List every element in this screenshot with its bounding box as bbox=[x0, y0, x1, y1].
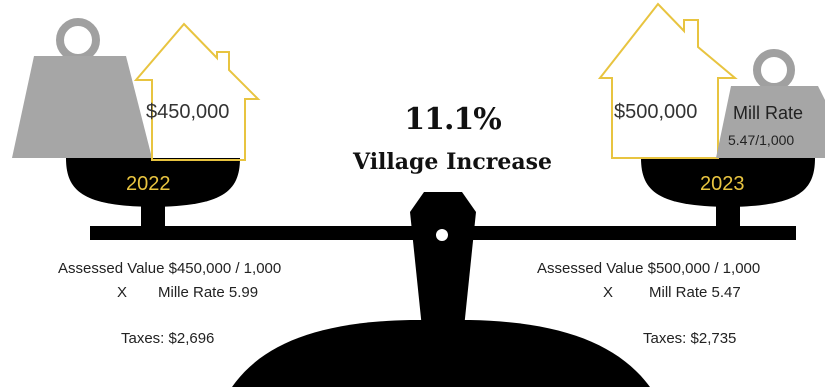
right-weight-label: Mill Rate bbox=[733, 103, 804, 123]
right-weight-value: 5.47/1,000 bbox=[728, 132, 795, 148]
scale-base bbox=[232, 320, 650, 387]
right-mill-rate: Mill Rate 5.47 bbox=[649, 284, 741, 301]
right-scale-pan bbox=[641, 158, 815, 207]
increase-percent: 11.1% bbox=[404, 102, 502, 137]
left-assessed-value: Assessed Value $450,000 / 1,000 bbox=[58, 260, 282, 277]
right-assessed-value: Assessed Value $500,000 / 1,000 bbox=[537, 260, 761, 277]
right-house-value: $500,000 bbox=[614, 101, 698, 123]
left-house-outline bbox=[133, 22, 261, 161]
right-weight-icon bbox=[716, 86, 825, 158]
left-weight-icon bbox=[12, 56, 152, 158]
left-year-label: 2022 bbox=[126, 173, 171, 195]
right-multiply-sign: X bbox=[603, 284, 614, 301]
increase-caption: Village Increase bbox=[353, 149, 552, 175]
right-weight-ring bbox=[753, 49, 795, 91]
left-multiply-sign: X bbox=[117, 284, 128, 301]
left-mill-rate: Mille Rate 5.99 bbox=[158, 284, 259, 301]
left-taxes: Taxes: $2,696 bbox=[121, 330, 215, 347]
right-pan-stem bbox=[716, 205, 740, 229]
left-weight-ring bbox=[56, 18, 100, 62]
right-house-outline bbox=[597, 2, 738, 159]
scale-pivot bbox=[436, 229, 448, 241]
left-pan-stem bbox=[141, 205, 165, 229]
scale-pillar bbox=[410, 192, 476, 328]
right-year-label: 2023 bbox=[700, 173, 745, 195]
left-scale-pan bbox=[66, 158, 240, 207]
left-house-value: $450,000 bbox=[146, 101, 230, 123]
right-taxes: Taxes: $2,735 bbox=[643, 330, 737, 347]
